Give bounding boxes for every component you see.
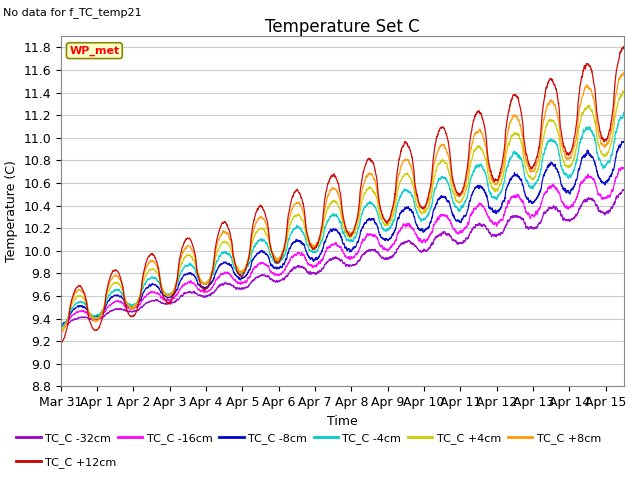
Text: WP_met: WP_met [69, 46, 120, 56]
Legend: TC_C +12cm: TC_C +12cm [12, 452, 121, 472]
Legend: TC_C -32cm, TC_C -16cm, TC_C -8cm, TC_C -4cm, TC_C +4cm, TC_C +8cm: TC_C -32cm, TC_C -16cm, TC_C -8cm, TC_C … [12, 428, 605, 448]
Text: No data for f_TC_temp21: No data for f_TC_temp21 [3, 7, 142, 18]
Y-axis label: Temperature (C): Temperature (C) [4, 160, 18, 262]
X-axis label: Time: Time [327, 415, 358, 428]
Title: Temperature Set C: Temperature Set C [265, 18, 420, 36]
